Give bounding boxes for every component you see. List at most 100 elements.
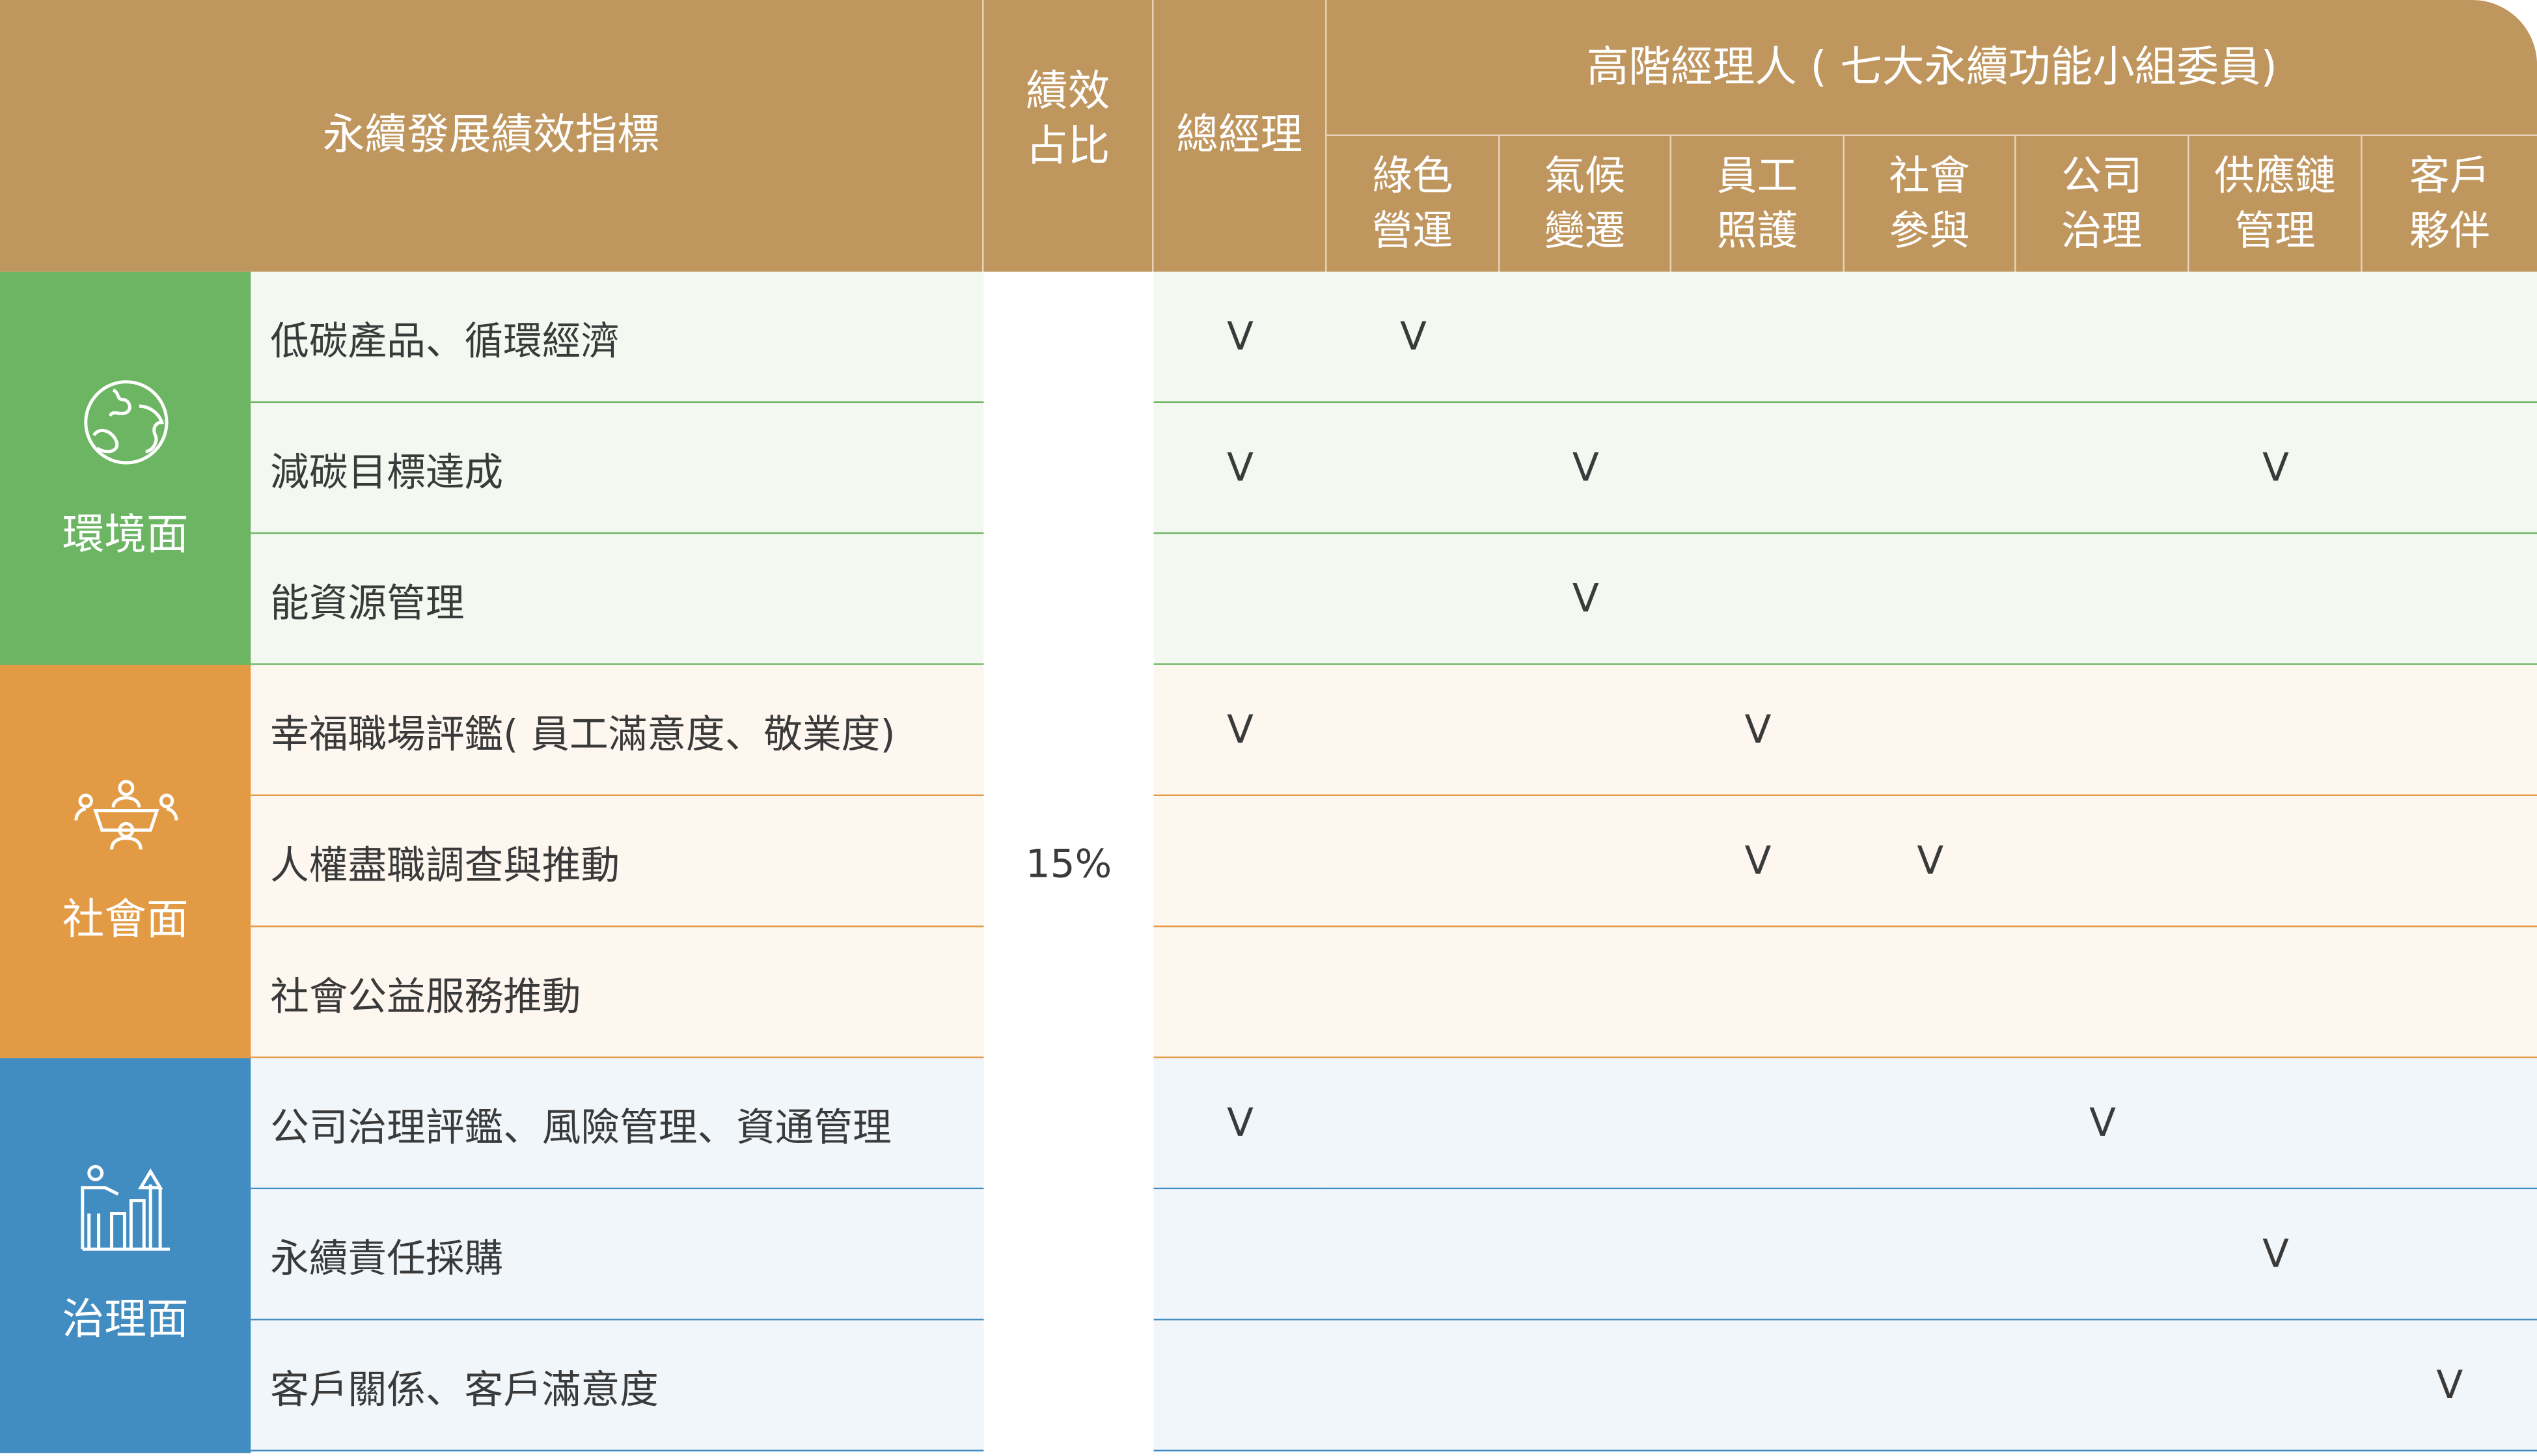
responsibility-cell <box>1844 271 2016 404</box>
responsibility-cell <box>1500 796 1672 927</box>
responsibility-cell <box>2362 927 2537 1058</box>
responsibility-cell <box>2362 534 2537 665</box>
responsibility-cell <box>2362 1189 2537 1321</box>
responsibility-cell <box>2189 1058 2363 1190</box>
responsibility-cell <box>1500 927 1672 1058</box>
responsibility-cell <box>1153 927 1327 1058</box>
responsibility-mark: V <box>1153 665 1327 797</box>
responsibility-cell <box>2016 665 2189 797</box>
responsibility-cell <box>1326 796 1500 927</box>
responsibility-cell <box>1671 271 1845 404</box>
responsibility-cell <box>2189 665 2363 797</box>
responsibility-mark: V <box>1500 403 1672 534</box>
header-committee: 公司 治理 <box>2016 135 2189 272</box>
responsibility-cell <box>2189 271 2363 404</box>
responsibility-cell <box>1844 534 2016 665</box>
responsibility-cell <box>1671 1189 1845 1321</box>
responsibility-mark: V <box>2189 403 2363 534</box>
responsibility-cell <box>1671 927 1845 1058</box>
responsibility-cell <box>1153 1320 1327 1451</box>
responsibility-cell <box>1326 927 1500 1058</box>
responsibility-cell <box>1500 1058 1672 1190</box>
header-gm: 總經理 <box>1153 0 1327 272</box>
responsibility-cell <box>2362 271 2537 404</box>
responsibility-mark: V <box>1671 796 1845 927</box>
responsibility-cell <box>2016 1320 2189 1451</box>
category-label: 社會面 <box>62 896 189 945</box>
header-weight: 績效 占比 <box>983 0 1154 272</box>
responsibility-cell <box>2016 403 2189 534</box>
category-social: 社會面 <box>0 665 251 1060</box>
responsibility-cell <box>1153 534 1327 665</box>
responsibility-mark: V <box>2016 1058 2189 1190</box>
responsibility-mark: V <box>2189 1189 2363 1321</box>
responsibility-cell <box>1326 1320 1500 1451</box>
header-committee: 員工 照護 <box>1671 135 1845 272</box>
responsibility-mark: V <box>1153 1058 1327 1190</box>
category-environment: 環境面 <box>0 271 251 667</box>
responsibility-cell <box>1671 1320 1845 1451</box>
indicator-cell: 社會公益服務推動 <box>251 927 984 1058</box>
responsibility-cell <box>1671 534 1845 665</box>
responsibility-cell <box>1671 1058 1845 1190</box>
responsibility-cell <box>2362 665 2537 797</box>
responsibility-cell <box>1153 1189 1327 1321</box>
responsibility-cell <box>1844 1058 2016 1190</box>
responsibility-cell <box>1326 1058 1500 1190</box>
responsibility-cell <box>1326 665 1500 797</box>
indicator-cell: 低碳產品、循環經濟 <box>251 271 984 404</box>
responsibility-cell <box>2016 796 2189 927</box>
responsibility-cell <box>1326 1189 1500 1321</box>
indicator-cell: 人權盡職調查與推動 <box>251 796 984 927</box>
header-indicator: 永續發展績效指標 <box>0 0 984 272</box>
category-label: 治理面 <box>62 1296 189 1345</box>
indicator-cell: 幸福職場評鑑( 員工滿意度、敬業度) <box>251 665 984 797</box>
responsibility-cell <box>1153 796 1327 927</box>
category-label: 環境面 <box>62 511 189 560</box>
header-committee: 綠色 營運 <box>1326 135 1500 272</box>
responsibility-cell <box>2016 271 2189 404</box>
responsibility-cell <box>2362 1058 2537 1190</box>
responsibility-mark: V <box>1153 271 1327 404</box>
presenter-chart-icon <box>79 1164 172 1286</box>
responsibility-cell <box>2189 796 2363 927</box>
responsibility-cell <box>1844 665 2016 797</box>
responsibility-cell <box>2189 927 2363 1058</box>
header-committee: 客戶 夥伴 <box>2362 135 2537 272</box>
responsibility-cell <box>1671 403 1845 534</box>
responsibility-cell <box>1326 534 1500 665</box>
header-committee: 氣候 變遷 <box>1500 135 1672 272</box>
indicator-cell: 減碳目標達成 <box>251 403 984 534</box>
responsibility-cell <box>1500 1320 1672 1451</box>
responsibility-cell <box>1844 1320 2016 1451</box>
indicator-cell: 能資源管理 <box>251 534 984 665</box>
responsibility-cell <box>2016 534 2189 665</box>
responsibility-mark: V <box>1671 665 1845 797</box>
responsibility-mark: V <box>1500 534 1672 665</box>
responsibility-mark: V <box>2362 1320 2537 1451</box>
responsibility-cell <box>2016 1189 2189 1321</box>
weight-value: 15% <box>983 271 1154 1456</box>
responsibility-cell <box>1326 403 1500 534</box>
responsibility-cell <box>1844 403 2016 534</box>
responsibility-cell <box>2016 927 2189 1058</box>
header-committee: 供應鏈 管理 <box>2189 135 2363 272</box>
responsibility-cell <box>1500 665 1672 797</box>
responsibility-mark: V <box>1844 796 2016 927</box>
header-committee: 社會 參與 <box>1844 135 2016 272</box>
responsibility-cell <box>2189 1320 2363 1451</box>
category-governance: 治理面 <box>0 1058 251 1453</box>
responsibility-mark: V <box>1326 271 1500 404</box>
indicator-cell: 公司治理評鑑、風險管理、資通管理 <box>251 1058 984 1190</box>
globe-icon <box>80 377 171 501</box>
header-executives: 高階經理人 ( 七大永續功能小組委員) <box>1326 0 2537 136</box>
responsibility-cell <box>1844 1189 2016 1321</box>
meeting-people-icon <box>72 778 179 887</box>
responsibility-cell <box>2362 796 2537 927</box>
responsibility-cell <box>2362 403 2537 534</box>
indicator-cell: 客戶關係、客戶滿意度 <box>251 1320 984 1451</box>
responsibility-cell <box>1844 927 2016 1058</box>
responsibility-cell <box>2189 534 2363 665</box>
responsibility-mark: V <box>1153 403 1327 534</box>
